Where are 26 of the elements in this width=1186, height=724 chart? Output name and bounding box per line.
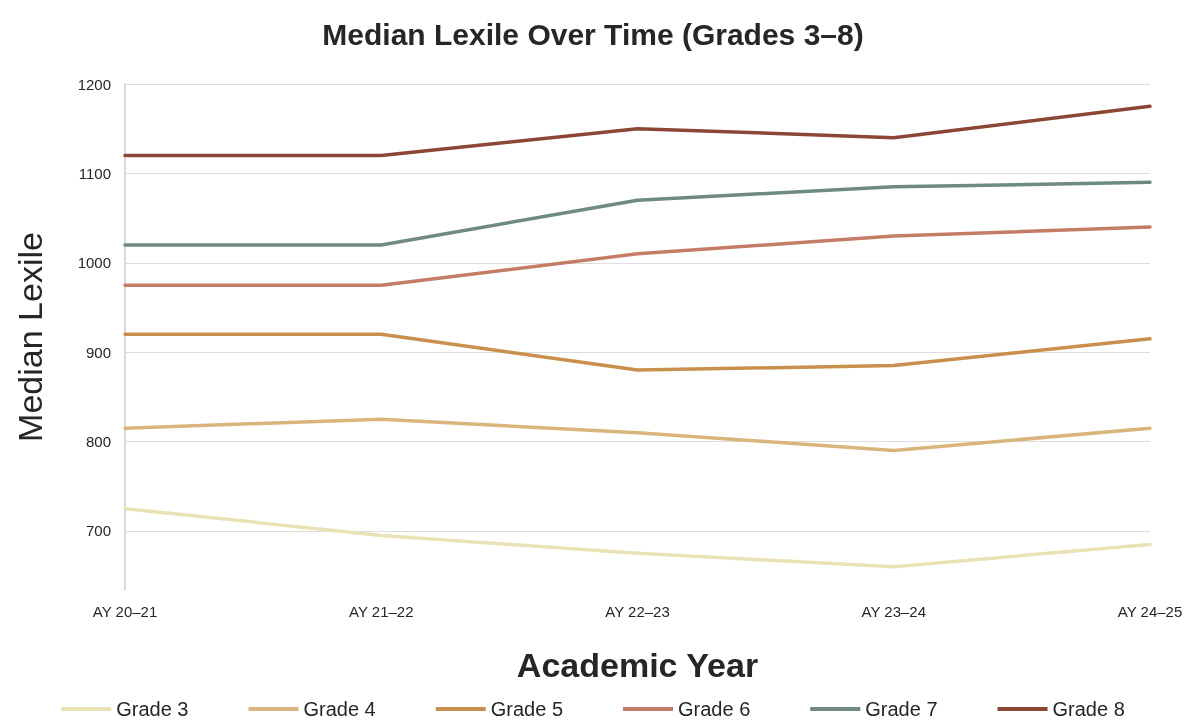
line-series (123, 180, 1152, 247)
y-tick-label: 1100 (78, 164, 111, 182)
x-tick-label: AY 22–23 (605, 603, 670, 620)
line-series (123, 332, 1152, 372)
y-tick-label: 1000 (77, 254, 111, 272)
x-tick-label: AY 20–21 (92, 603, 158, 620)
legend-label: Grade 3 (116, 698, 189, 720)
y-tick-label: 700 (85, 522, 111, 540)
legend-label: Grade 6 (678, 698, 751, 720)
x-tick-label: AY 24–25 (1117, 603, 1183, 620)
x-tick-label: AY 23–24 (861, 603, 927, 620)
legend-label: Grade 8 (1052, 698, 1125, 720)
line-series (123, 506, 1152, 569)
y-tick-label: 800 (85, 433, 111, 451)
y-tick-label: 1200 (77, 75, 111, 93)
line-series (123, 104, 1152, 158)
legend-label: Grade 4 (303, 698, 376, 720)
y-axis-title: Median Lexile (11, 232, 49, 442)
line-series (123, 225, 1152, 287)
x-axis-title: Academic Year (516, 646, 759, 684)
legend-label: Grade 5 (490, 698, 563, 720)
line-series (123, 417, 1152, 453)
legend-label: Grade 7 (865, 698, 938, 720)
y-tick-label: 900 (85, 343, 111, 361)
x-tick-label: AY 21–22 (348, 603, 414, 620)
chart-title: Median Lexile Over Time (Grades 3–8) (322, 17, 864, 51)
